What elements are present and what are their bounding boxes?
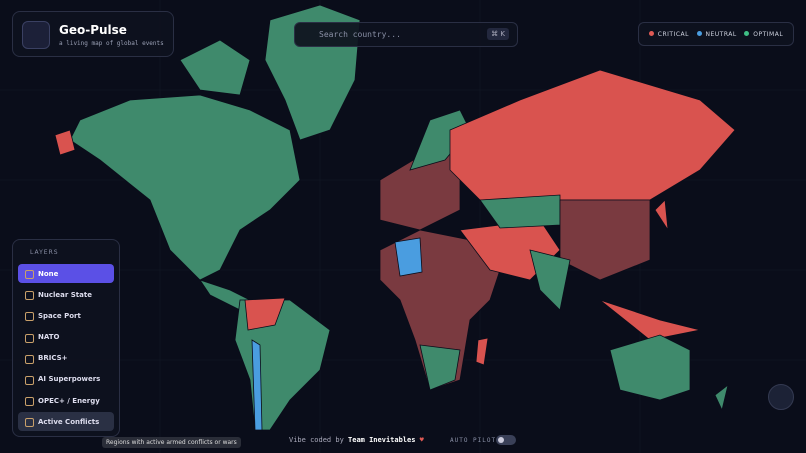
legend-label: OPTIMAL xyxy=(753,30,784,38)
search-box[interactable]: Search country... ⌘ K xyxy=(294,22,518,47)
madagascar xyxy=(475,337,489,366)
layers-panel: LAYERS None Nuclear State Space Port NATO BR… xyxy=(12,239,120,437)
layer-option[interactable]: NATO xyxy=(18,328,114,347)
new-zealand xyxy=(714,383,729,412)
chile xyxy=(251,339,263,431)
layer-option[interactable]: OPEC+ / Energy xyxy=(18,391,114,410)
layer-option[interactable]: BRICS+ xyxy=(18,349,114,368)
autopilot-label: AUTO PILOT xyxy=(450,437,497,444)
legend-label: CRITICAL xyxy=(657,30,689,38)
layer-option[interactable]: AI Superpowers xyxy=(18,370,114,389)
china xyxy=(559,199,651,281)
russia xyxy=(449,69,736,201)
japan xyxy=(654,199,669,231)
scandinavia xyxy=(409,109,471,171)
legend: CRITICAL NEUTRAL OPTIMAL xyxy=(638,22,794,46)
legend-item: CRITICAL xyxy=(648,30,689,38)
layer-option[interactable]: None xyxy=(18,264,114,283)
layers-title: LAYERS xyxy=(30,249,59,256)
india xyxy=(529,249,571,311)
autopilot-toggle[interactable] xyxy=(496,435,516,445)
southern-africa xyxy=(419,344,461,391)
canada-islands xyxy=(179,39,251,96)
layer-option[interactable]: Space Port xyxy=(18,306,114,325)
legend-item: NEUTRAL xyxy=(696,30,737,38)
south-america-north xyxy=(244,297,286,331)
layer-option[interactable]: Nuclear State xyxy=(18,285,114,304)
southeast-asia xyxy=(599,299,701,341)
australia xyxy=(609,334,691,401)
central-asia xyxy=(479,194,561,229)
north-america xyxy=(69,94,301,281)
home-button[interactable] xyxy=(768,384,794,410)
team-name: Team Inevitables xyxy=(348,436,416,444)
alaska xyxy=(54,129,76,156)
algeria xyxy=(394,237,423,277)
footer-credit: Vibe coded by Team Inevitables ♥ xyxy=(289,436,424,444)
app-subtitle: a living map of global events xyxy=(59,40,164,47)
legend-label: NEUTRAL xyxy=(705,30,737,38)
logo xyxy=(22,21,50,49)
layer-option[interactable]: Active Conflicts xyxy=(18,412,114,432)
credit-prefix: Vibe coded by xyxy=(289,436,344,444)
shortcut: ⌘ K xyxy=(487,28,509,40)
brand-panel: Geo-Pulse a living map of global events xyxy=(12,11,174,57)
search-placeholder: Search country... xyxy=(319,30,401,39)
legend-item: OPTIMAL xyxy=(744,30,784,38)
app-title: Geo-Pulse xyxy=(59,23,127,37)
tooltip: Regions with active armed conflicts or w… xyxy=(102,437,241,448)
layer-list: None Nuclear State Space Port NATO BRICS+ AI … xyxy=(18,264,114,432)
